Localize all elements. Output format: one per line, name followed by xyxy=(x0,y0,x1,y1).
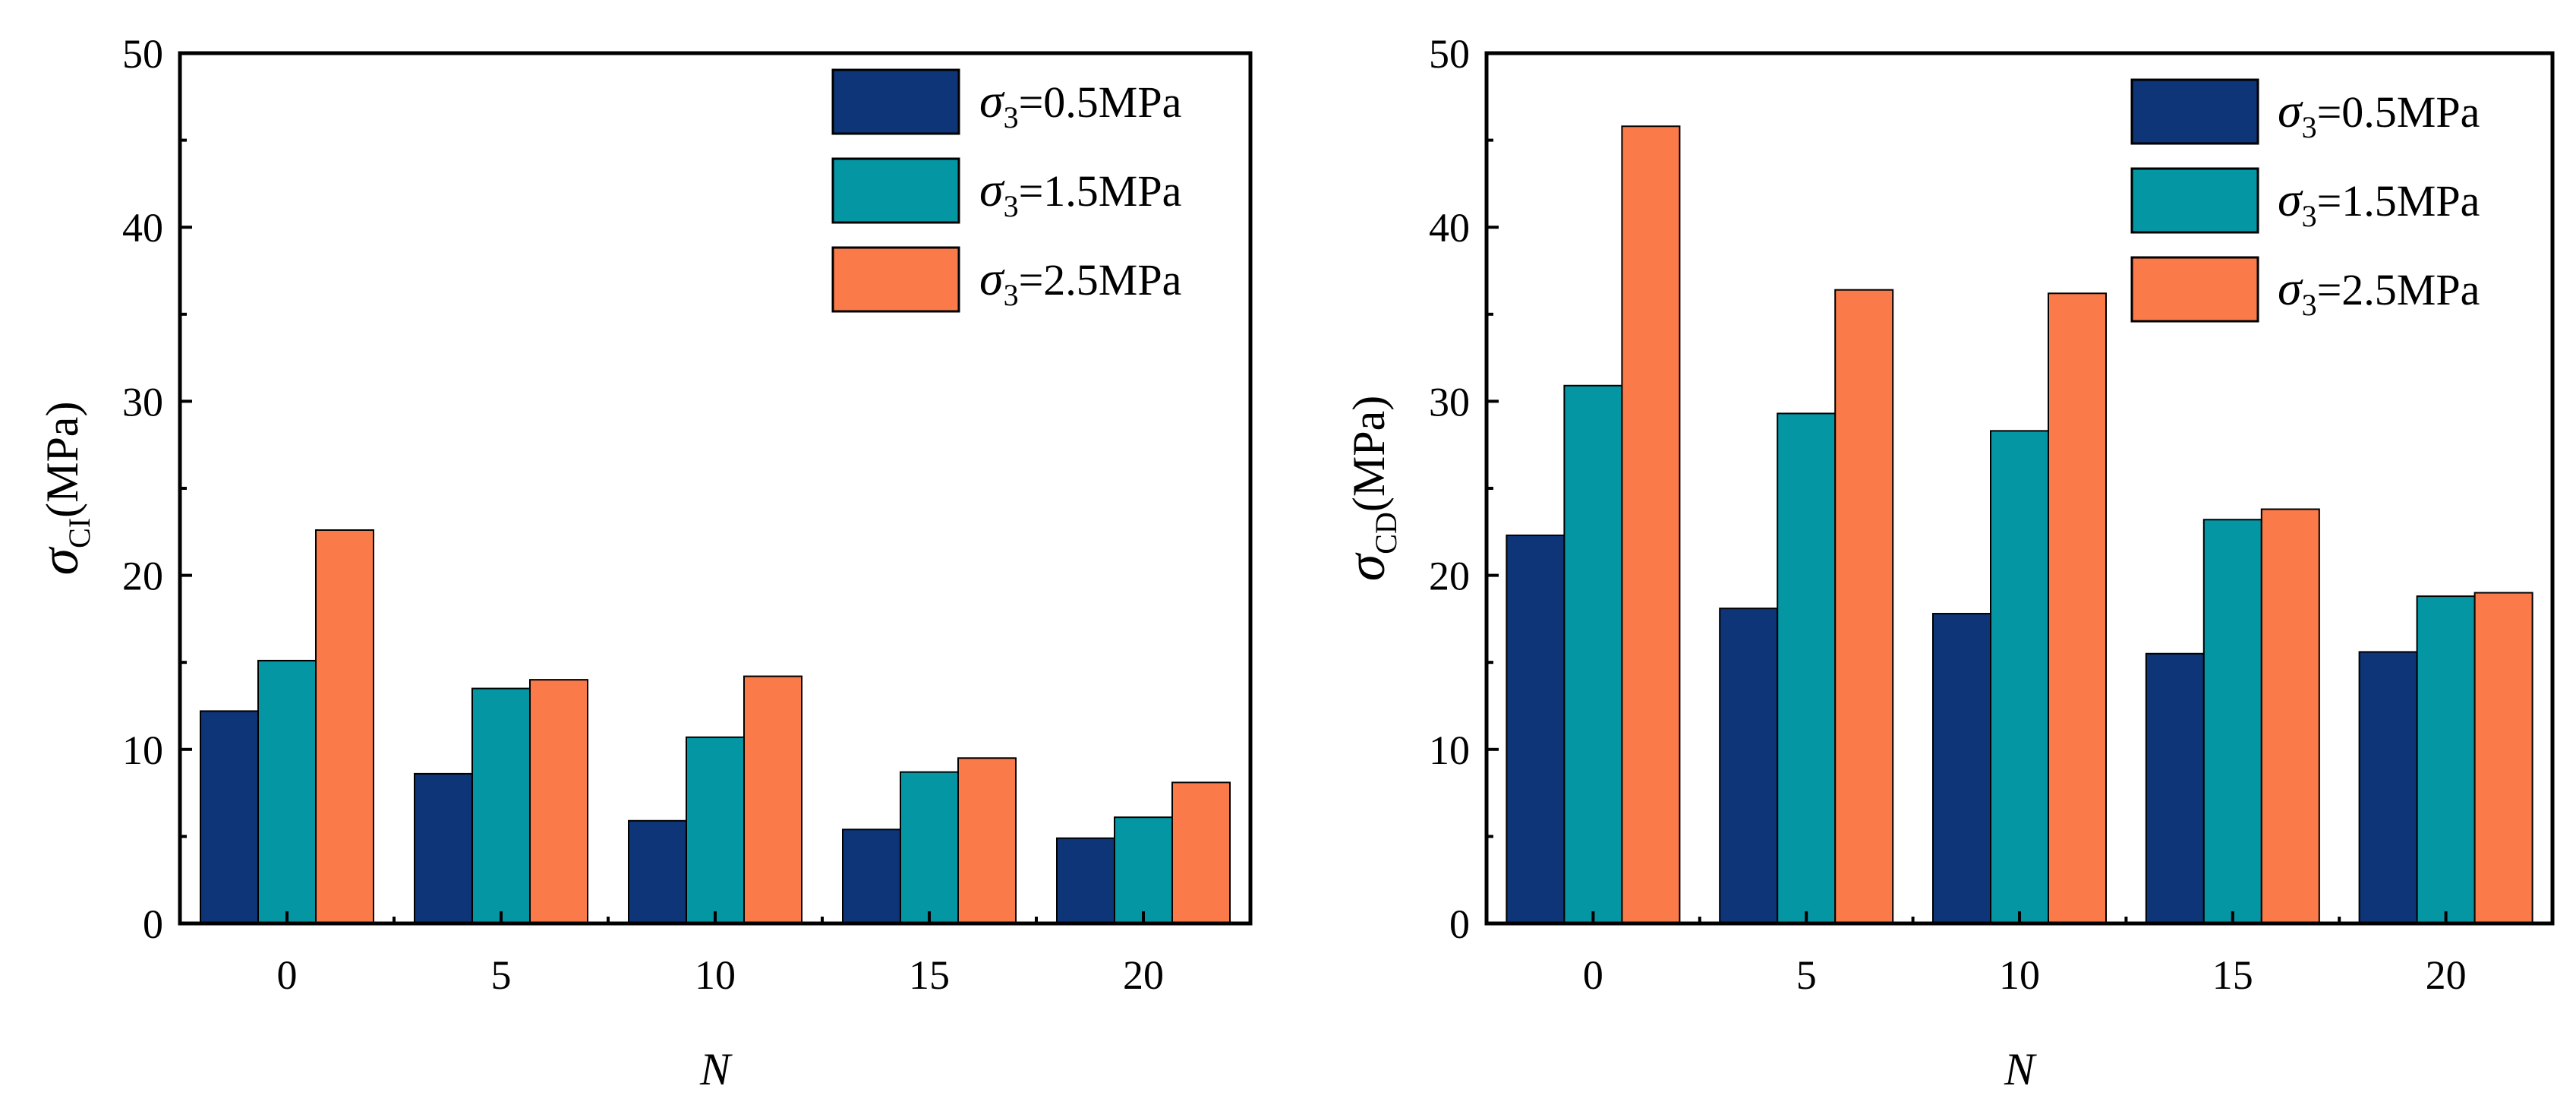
x-tick-label: 10 xyxy=(695,952,736,998)
bar-series1-20 xyxy=(1114,816,1173,924)
bar-series1-15 xyxy=(900,771,959,925)
y-tick-label: 40 xyxy=(122,205,163,251)
bar-series1-20 xyxy=(2416,595,2476,924)
bar-series0-5 xyxy=(1719,608,1779,924)
y-tick-label: 10 xyxy=(122,728,163,773)
bar-series1-0 xyxy=(1563,384,1623,925)
legend-label-0: σ3=0.5MPa xyxy=(2278,84,2480,144)
x-tick-label: 0 xyxy=(1583,952,1603,998)
bar-series0-15 xyxy=(2145,652,2205,924)
bar-series1-5 xyxy=(471,687,531,925)
bar-series2-10 xyxy=(2048,292,2107,924)
bar-series1-5 xyxy=(1777,412,1837,924)
bar-series0-20 xyxy=(1056,837,1115,925)
bar-series0-20 xyxy=(2358,651,2418,924)
y-tick-label: 20 xyxy=(122,554,163,599)
x-tick-label: 20 xyxy=(2426,952,2467,998)
y-axis-title: σCI(MPa) xyxy=(29,402,96,576)
bar-series1-0 xyxy=(257,659,317,925)
legend-label-0: σ3=0.5MPa xyxy=(979,74,1181,134)
y-tick-label: 30 xyxy=(1429,379,1470,425)
legend-swatch-1 xyxy=(2130,167,2259,234)
bar-series2-20 xyxy=(2474,592,2533,925)
legend-swatch-1 xyxy=(831,157,960,224)
bar-series2-10 xyxy=(743,675,802,924)
legend-swatch-0 xyxy=(2130,78,2259,145)
legend-label-1: σ3=1.5MPa xyxy=(979,163,1181,223)
bar-series0-5 xyxy=(414,772,473,924)
bar-series1-10 xyxy=(686,736,745,924)
y-tick-label: 0 xyxy=(143,901,163,947)
bar-series0-0 xyxy=(1506,534,1565,924)
y-tick-label: 50 xyxy=(122,31,163,77)
y-tick-label: 30 xyxy=(122,379,163,425)
x-tick-label: 0 xyxy=(277,952,298,998)
bar-series2-15 xyxy=(957,757,1017,925)
y-tick-label: 40 xyxy=(1429,205,1470,251)
x-tick-label: 20 xyxy=(1123,952,1164,998)
bar-series2-20 xyxy=(1171,781,1231,925)
bar-series2-0 xyxy=(1621,125,1681,924)
legend-label-2: σ3=2.5MPa xyxy=(979,251,1181,312)
x-tick-label: 5 xyxy=(491,952,512,998)
x-tick-label: 5 xyxy=(1796,952,1817,998)
bar-series2-5 xyxy=(529,679,588,924)
legend-label-2: σ3=2.5MPa xyxy=(2278,261,2480,322)
bar-series2-5 xyxy=(1834,289,1894,925)
bar-series0-10 xyxy=(628,819,687,924)
bar-series0-10 xyxy=(1932,613,1991,924)
legend-swatch-0 xyxy=(831,68,960,135)
x-tick-label: 15 xyxy=(2212,952,2253,998)
bar-series0-15 xyxy=(842,829,901,925)
legend-label-1: σ3=1.5MPa xyxy=(2278,172,2480,233)
legend-swatch-2 xyxy=(831,246,960,313)
y-tick-label: 50 xyxy=(1429,31,1470,77)
y-tick-label: 0 xyxy=(1449,901,1470,947)
x-axis-title: N xyxy=(2004,1044,2037,1094)
y-axis-title: σCD(MPa) xyxy=(1335,396,1403,581)
y-tick-label: 20 xyxy=(1429,554,1470,599)
x-tick-label: 10 xyxy=(1999,952,2040,998)
legend-swatch-2 xyxy=(2130,256,2259,323)
x-axis-title: N xyxy=(699,1044,733,1094)
bar-series2-0 xyxy=(315,529,374,924)
bar-series1-10 xyxy=(1990,430,2049,924)
bar-series0-0 xyxy=(200,710,259,924)
x-tick-label: 15 xyxy=(909,952,950,998)
bar-series2-15 xyxy=(2260,508,2320,924)
y-tick-label: 10 xyxy=(1429,728,1470,773)
bar-series1-15 xyxy=(2202,519,2262,924)
